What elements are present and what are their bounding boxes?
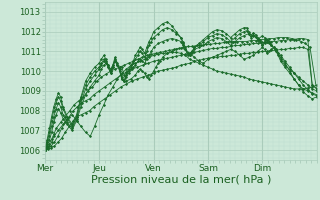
X-axis label: Pression niveau de la mer( hPa ): Pression niveau de la mer( hPa ) xyxy=(91,175,271,185)
